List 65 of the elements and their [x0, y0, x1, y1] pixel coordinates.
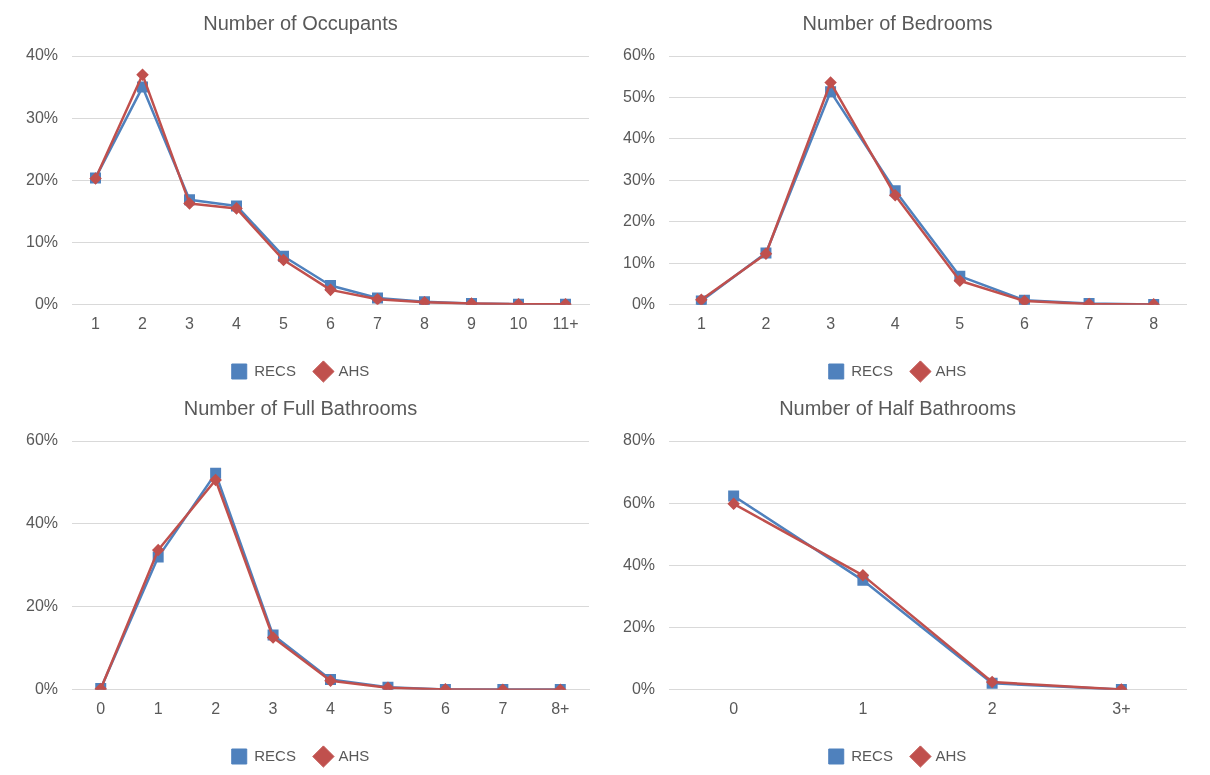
legend-label: RECS — [851, 361, 893, 379]
x-tick-label: 2 — [987, 699, 997, 717]
x-tick-label: 7 — [1084, 314, 1094, 332]
x-tick-label: 8 — [420, 314, 430, 332]
chart-title: Number of Bedrooms — [802, 11, 993, 34]
x-tick-label: 8 — [1149, 314, 1159, 332]
x-tick-label: 1 — [91, 314, 101, 332]
x-tick-label: 0 — [96, 699, 106, 717]
x-tick-label: 11+ — [552, 314, 579, 332]
x-tick-label: 2 — [761, 314, 771, 332]
y-tick-label: 0% — [34, 680, 59, 698]
y-tick-label: 60% — [25, 431, 59, 449]
x-tick-label: 7 — [373, 314, 383, 332]
y-tick-label: 20% — [25, 597, 59, 615]
y-tick-label: 50% — [622, 87, 656, 105]
legend-label: AHS — [935, 361, 967, 379]
x-tick-label: 3 — [268, 699, 278, 717]
y-tick-label: 60% — [622, 46, 656, 64]
x-tick-label: 4 — [326, 699, 336, 717]
x-tick-label: 5 — [383, 699, 393, 717]
chart-title: Number of Half Bathrooms — [779, 396, 1016, 419]
legend-label: RECS — [851, 746, 893, 764]
x-tick-label: 5 — [955, 314, 965, 332]
x-tick-label: 1 — [153, 699, 163, 717]
y-tick-label: 20% — [622, 212, 656, 230]
chart-title: Number of Occupants — [203, 11, 398, 34]
y-tick-label: 80% — [622, 431, 656, 449]
x-tick-label: 6 — [1019, 314, 1029, 332]
x-tick-label: 7 — [498, 699, 508, 717]
x-tick-label: 1 — [696, 314, 706, 332]
x-tick-label: 10 — [509, 314, 528, 332]
x-tick-label: 2 — [138, 314, 148, 332]
x-tick-label: 1 — [858, 699, 868, 717]
x-tick-label: 0 — [729, 699, 739, 717]
x-tick-label: 4 — [232, 314, 242, 332]
chart-title: Number of Full Bathrooms — [183, 396, 418, 419]
y-tick-label: 60% — [622, 493, 656, 511]
legend-label: RECS — [254, 361, 296, 379]
y-tick-label: 0% — [631, 680, 656, 698]
y-tick-label: 20% — [25, 170, 59, 188]
y-tick-label: 10% — [622, 253, 656, 271]
x-tick-label: 6 — [440, 699, 450, 717]
x-tick-label: 3 — [826, 314, 836, 332]
y-tick-label: 0% — [34, 295, 59, 313]
y-tick-label: 40% — [25, 46, 59, 64]
y-tick-label: 10% — [25, 233, 59, 251]
legend-label: AHS — [338, 361, 370, 379]
legend-label: AHS — [935, 746, 967, 764]
legend-label: AHS — [338, 746, 370, 764]
y-tick-label: 40% — [25, 514, 59, 532]
x-tick-label: 3+ — [1112, 699, 1131, 717]
x-tick-label: 2 — [211, 699, 221, 717]
y-tick-label: 30% — [622, 170, 656, 188]
y-tick-label: 40% — [622, 129, 656, 147]
x-tick-label: 4 — [890, 314, 900, 332]
y-tick-label: 0% — [631, 295, 656, 313]
x-tick-label: 9 — [467, 314, 477, 332]
y-tick-label: 40% — [622, 555, 656, 573]
y-tick-label: 20% — [622, 618, 656, 636]
x-tick-label: 5 — [279, 314, 289, 332]
legend-label: RECS — [254, 746, 296, 764]
x-tick-label: 3 — [185, 314, 195, 332]
y-tick-label: 30% — [25, 108, 59, 126]
x-tick-label: 8+ — [551, 699, 570, 717]
x-tick-label: 6 — [326, 314, 336, 332]
